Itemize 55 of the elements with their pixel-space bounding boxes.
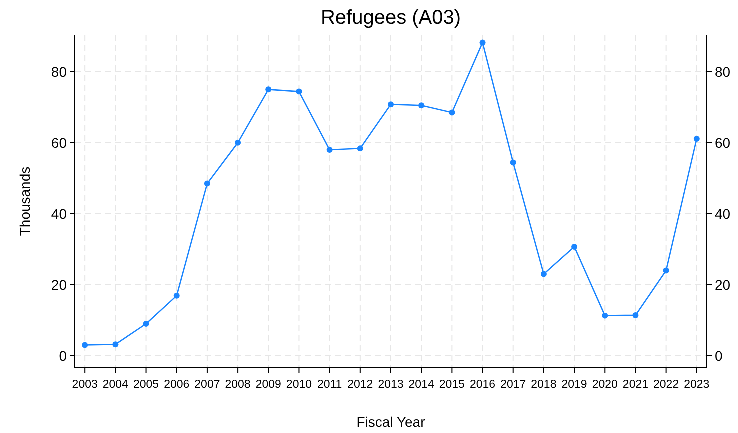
x-tick-label: 2017 — [500, 379, 526, 391]
y2-tick-label: 60 — [715, 134, 731, 151]
point — [480, 40, 486, 46]
x-tick-label: 2007 — [194, 379, 220, 391]
x-tick-label: 2019 — [562, 379, 588, 391]
y2-tick-label: 20 — [715, 276, 731, 293]
point — [204, 180, 210, 187]
point — [357, 146, 364, 152]
point — [235, 140, 242, 146]
point — [510, 160, 516, 166]
point — [143, 320, 150, 327]
y-tick-label: 20 — [51, 276, 68, 293]
x-tick-label: 2012 — [348, 379, 374, 391]
point — [602, 312, 608, 319]
y2-tick-label: 0 — [715, 348, 723, 364]
point — [663, 268, 670, 274]
point — [174, 292, 180, 299]
x-tick-label: 2021 — [622, 379, 649, 391]
point — [326, 147, 333, 154]
x-tick-label: 2023 — [684, 379, 710, 391]
x-tick-label: 2006 — [164, 379, 190, 391]
x-tick-label: 2022 — [654, 379, 680, 391]
x-tick-label: 2016 — [470, 379, 496, 391]
point — [694, 136, 700, 142]
x-tick-label: 2004 — [102, 379, 130, 391]
y-tick-label: 0 — [59, 348, 68, 364]
x-tick-label: 2005 — [133, 379, 160, 391]
x-tick-label: 2008 — [225, 379, 251, 391]
point — [388, 102, 394, 108]
x-tick-label: 2018 — [531, 379, 557, 391]
point — [266, 86, 272, 93]
point — [540, 271, 547, 278]
point — [296, 88, 302, 95]
x-tick-label: 2009 — [256, 379, 282, 391]
y2-tick-label: 40 — [715, 206, 731, 222]
point — [112, 342, 119, 348]
point — [82, 342, 88, 348]
y-tick-label: 60 — [51, 134, 68, 151]
point — [572, 244, 578, 250]
y-axis-title: Thousands — [17, 166, 33, 236]
y-tick-label: 80 — [51, 64, 68, 80]
x-tick-label: 2020 — [592, 379, 618, 391]
x-tick-label: 2011 — [317, 379, 342, 391]
x-tick-label: 2014 — [408, 379, 435, 391]
x-tick-label: 2003 — [72, 379, 98, 391]
y-tick-label: 40 — [51, 206, 68, 222]
point — [418, 102, 425, 109]
x-tick-label: 2013 — [378, 379, 404, 391]
point — [449, 110, 456, 116]
y2-tick-label: 80 — [715, 64, 731, 80]
x-axis-title: Fiscal Year — [356, 414, 426, 430]
chart-title: Refugees (A03) — [320, 7, 462, 29]
point — [632, 312, 639, 318]
x-tick-label: 2010 — [286, 379, 312, 391]
x-tick-label: 2015 — [439, 379, 465, 391]
